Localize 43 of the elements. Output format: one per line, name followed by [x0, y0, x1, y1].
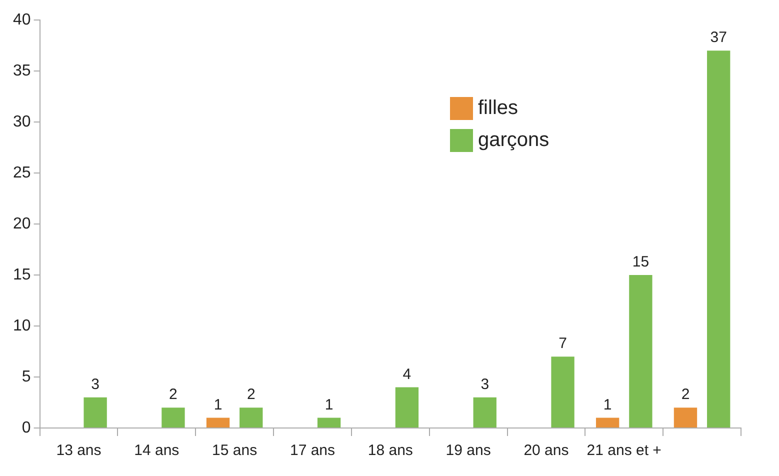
data-label: 37	[710, 29, 727, 46]
x-tick-label: 14 ans	[134, 442, 180, 460]
bar	[629, 275, 652, 428]
data-label: 4	[402, 366, 412, 383]
legend-label: filles	[478, 96, 518, 120]
data-label: 3	[91, 376, 100, 394]
x-tick-label: 13 ans	[56, 442, 102, 460]
y-tick-label: 35	[13, 62, 31, 80]
bar	[206, 418, 230, 428]
x-tick-label: 17 ans	[290, 442, 336, 460]
data-label: 2	[681, 386, 690, 404]
bar	[240, 408, 263, 428]
bar	[162, 408, 185, 428]
data-label: 1	[603, 396, 612, 414]
x-tick-label: 15 ans	[212, 442, 258, 460]
data-label: 3	[480, 376, 490, 394]
data-label: 1	[324, 396, 334, 414]
data-label: 2	[246, 386, 256, 404]
legend-label: garçons	[478, 128, 550, 152]
data-label: 1	[214, 396, 222, 414]
bar	[395, 387, 419, 428]
y-tick-label: 10	[13, 317, 31, 334]
y-tick-label: 5	[22, 368, 31, 386]
bar	[84, 397, 107, 428]
y-tick-label: 15	[13, 266, 31, 284]
y-tick-label: 25	[13, 164, 31, 182]
bar	[674, 408, 698, 428]
bar	[317, 418, 341, 428]
x-tick-label: 20 ans	[524, 442, 569, 460]
x-tick-label: 21 ans et +	[586, 442, 662, 460]
bar	[473, 397, 496, 428]
data-label: 7	[558, 335, 567, 352]
x-tick-label: 18 ans	[368, 442, 413, 460]
data-label: 15	[632, 254, 650, 271]
y-tick-label: 20	[13, 215, 31, 232]
y-tick-label: 30	[13, 113, 31, 130]
bar	[707, 50, 730, 428]
y-tick-label: 0	[22, 419, 31, 436]
x-tick-label: 19 ans	[446, 442, 491, 460]
bar	[551, 356, 574, 428]
bar	[596, 418, 620, 428]
y-tick-label: 40	[13, 11, 31, 28]
data-label: 2	[169, 386, 178, 404]
